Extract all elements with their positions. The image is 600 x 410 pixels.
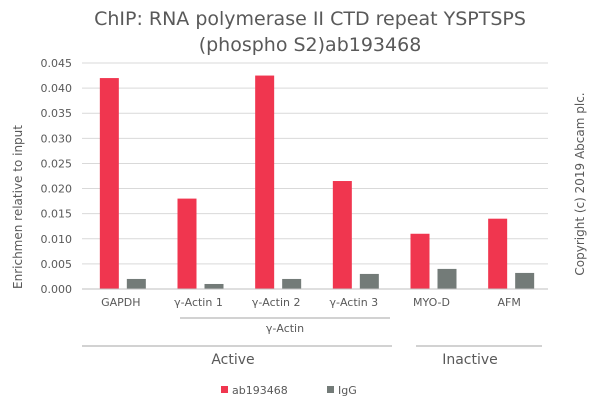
x-tick-label: MYO-D (413, 296, 450, 309)
y-tick-label: 0.025 (41, 157, 73, 170)
copyright-text: Copyright (c) 2019 Abcam plc. (573, 92, 587, 275)
bar-igg (359, 273, 379, 289)
x-tick-label: γ-Actin 3 (329, 296, 378, 309)
bar-igg (204, 283, 224, 289)
bar-ab193468 (255, 75, 275, 289)
y-tick-label: 0.030 (41, 132, 73, 145)
bar-ab193468 (332, 181, 352, 289)
y-tick-label: 0.040 (41, 82, 73, 95)
chart-title-line-1: ChIP: RNA polymerase II CTD repeat YSPTS… (94, 8, 526, 30)
x-tick-label: GAPDH (101, 296, 140, 309)
y-tick-label: 0.000 (41, 283, 73, 296)
y-axis-label: Enrichmen relative to input (11, 125, 25, 289)
bar-ab193468 (410, 233, 430, 289)
bars (99, 75, 535, 289)
legend-label-igg: IgG (338, 384, 357, 397)
bar-igg (437, 268, 457, 289)
legend-label-ab193468: ab193468 (232, 384, 288, 397)
y-tick-label: 0.035 (41, 107, 73, 120)
chart-title: ChIP: RNA polymerase II CTD repeat YSPTS… (60, 6, 560, 58)
bar-ab193468 (99, 78, 119, 289)
bar-ab193468 (177, 198, 197, 289)
legend-swatch-ab193468 (221, 386, 228, 393)
y-tick-label: 0.020 (41, 183, 73, 196)
legend-swatch-igg (327, 386, 334, 393)
group-label-actin: γ-Actin (266, 322, 304, 335)
x-tick-labels: GAPDH γ-Actin 1 γ-Actin 2 γ-Actin 3 MYO-D AFM (101, 296, 521, 309)
legend: ab193468 IgG (221, 384, 357, 397)
x-tick-label: AFM (497, 296, 520, 309)
y-tick-label: 0.045 (41, 57, 73, 70)
y-tick-label: 0.005 (41, 258, 73, 271)
group-label-active: Active (211, 352, 254, 368)
group-label-inactive: Inactive (442, 352, 498, 368)
bar-igg (282, 278, 302, 289)
y-tick-labels: 0.000 0.005 0.010 0.015 0.020 0.025 0.030 0.035… (41, 57, 73, 296)
chart-title-line-2: (phospho S2)ab193468 (198, 34, 422, 56)
bar-ab193468 (488, 218, 508, 289)
y-tick-label: 0.010 (41, 233, 73, 246)
x-tick-label: γ-Actin 2 (252, 296, 301, 309)
bar-igg (515, 272, 535, 289)
y-tick-label: 0.015 (41, 208, 73, 221)
x-tick-label: γ-Actin 1 (174, 296, 223, 309)
bar-igg (126, 278, 146, 289)
gridlines (82, 62, 548, 265)
